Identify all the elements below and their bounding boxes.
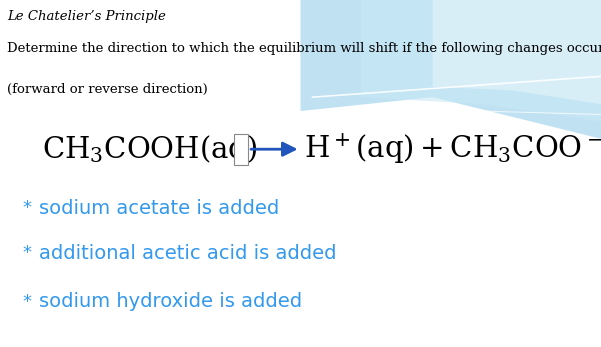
Polygon shape	[433, 0, 601, 104]
Text: Determine the direction to which the equilibrium will shift if the following cha: Determine the direction to which the equ…	[7, 42, 601, 54]
Text: *: *	[23, 293, 31, 311]
FancyBboxPatch shape	[234, 134, 248, 165]
Text: additional acetic acid is added: additional acetic acid is added	[39, 244, 337, 263]
Text: $\mathregular{CH_3COOH(aq)}$: $\mathregular{CH_3COOH(aq)}$	[42, 133, 258, 166]
Polygon shape	[361, 0, 601, 121]
Text: $\mathregular{H^+(aq)+CH_3COO^-(aq)}$: $\mathregular{H^+(aq)+CH_3COO^-(aq)}$	[304, 132, 601, 167]
Text: sodium acetate is added: sodium acetate is added	[39, 199, 279, 218]
Text: *: *	[23, 199, 31, 217]
Text: sodium hydroxide is added: sodium hydroxide is added	[39, 293, 302, 311]
Polygon shape	[300, 0, 601, 139]
Text: Le Chatelier’s Principle: Le Chatelier’s Principle	[7, 10, 166, 23]
Text: *: *	[23, 244, 31, 262]
Text: (forward or reverse direction): (forward or reverse direction)	[7, 83, 208, 96]
